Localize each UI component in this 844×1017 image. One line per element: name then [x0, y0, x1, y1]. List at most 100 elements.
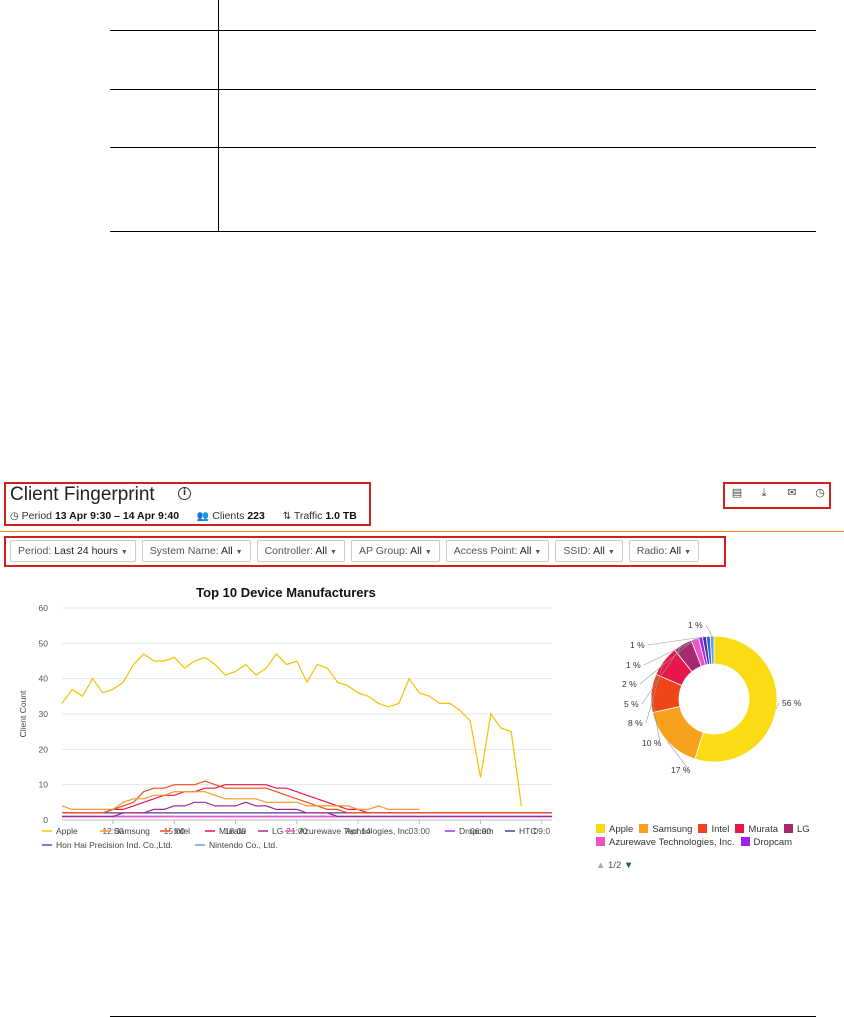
legend-swatch: [735, 824, 745, 833]
doc-table: [110, 0, 816, 232]
legend-label: Dropcam: [459, 826, 493, 836]
y-tick-label: 60: [39, 603, 49, 613]
summary-bar: ◷ Period 13 Apr 9:30 – 14 Apr 9:40 👥 Cli…: [10, 510, 357, 522]
donut-leader-line: [650, 693, 661, 744]
donut-leader-line: [705, 624, 713, 637]
legend-label: LG: [272, 826, 283, 836]
caret-down-icon: ▼: [684, 549, 692, 556]
legend-label: Murata: [748, 824, 778, 835]
filter-ap-group[interactable]: AP Group: All ▼: [350, 540, 440, 562]
legend-swatch: [596, 837, 605, 846]
donut-chart: 56 % 17 % 10 % 8 % 5 % 2 % 1 % 1 % 1 %: [622, 620, 802, 775]
pager-down-icon[interactable]: ▼: [623, 860, 634, 871]
filter-bar: Period: Last 24 hours ▼ System Name: All ▼…: [10, 540, 700, 562]
donut-leader-line: [639, 638, 696, 685]
doc-table-cell: [218, 89, 816, 148]
donut-data-label: 5 %: [624, 699, 639, 709]
doc-table-cell: [218, 30, 816, 90]
clock-icon[interactable]: ◷: [815, 486, 825, 499]
legend-label: Hon Hai Precision Ind. Co.,Ltd.: [56, 840, 173, 850]
legend-pager: ▲ 1/2 ▼: [596, 860, 633, 871]
line-chart: 0 10 20 30 40 50 60 Client Count 12:00 15:00 18:00…: [18, 603, 552, 850]
donut-slice-samsung: [651, 706, 704, 760]
traffic-value: 1.0 TB: [325, 510, 357, 522]
legend-label: Azurewave Technologies, Inc.: [609, 837, 735, 848]
chart-title: Top 10 Device Manufacturers: [196, 585, 376, 600]
x-tick-label: 18:00: [225, 826, 247, 836]
series-line-intel: [62, 780, 552, 814]
legend-item: Apple: [42, 826, 78, 836]
page-title: Client Fingerprint: [10, 484, 155, 505]
legend-label: Apple: [609, 824, 634, 835]
filter-system-name[interactable]: System Name: All ▼: [141, 540, 251, 562]
filter-highlight-box: [4, 536, 726, 567]
legend-label: Samsung: [114, 826, 150, 836]
y-axis-label: Client Count: [18, 690, 28, 737]
download-icon[interactable]: ⤓: [761, 486, 767, 499]
x-tick-label: 06:00: [470, 826, 492, 836]
x-tick-label: Apr 14: [346, 826, 371, 836]
filter-access-point[interactable]: Access Point: All ▼: [445, 540, 550, 562]
legend-label: HTC: [519, 826, 536, 836]
legend-swatch: [596, 824, 605, 833]
donut-legend-item[interactable]: Apple: [596, 823, 633, 836]
filter-controller[interactable]: Controller: All ▼: [256, 540, 345, 562]
legend-item: LG: [258, 826, 283, 836]
donut-legend-item[interactable]: Murata: [735, 823, 778, 836]
series-line-samsung: [61, 791, 420, 810]
legend-swatch: [784, 824, 793, 833]
legend-item: Dropcam: [445, 826, 493, 836]
legend-swatch: [639, 824, 649, 833]
header-highlight-box: [4, 482, 371, 526]
donut-leader-line: [647, 636, 705, 646]
screenshot-panel: Client Fingerprint i ◷ Period 13 Apr 9:3…: [0, 478, 844, 878]
legend-label: Intel: [174, 826, 190, 836]
filter-radio[interactable]: Radio: All ▼: [628, 540, 700, 562]
donut-data-label: 10 %: [642, 738, 662, 748]
donut-legend-item[interactable]: Dropcam: [740, 836, 793, 849]
document-icon[interactable]: ▤: [731, 486, 743, 499]
clients-label: Clients: [212, 510, 245, 522]
donut-legend-item[interactable]: LG: [784, 823, 810, 836]
legend-item: Hon Hai Precision Ind. Co.,Ltd.: [42, 840, 173, 850]
caret-down-icon: ▼: [120, 549, 128, 556]
legend-swatch: [740, 837, 750, 846]
donut-legend-item[interactable]: Azurewave Technologies, Inc.: [596, 836, 735, 849]
donut-data-label: 1 %: [626, 660, 641, 670]
donut-legend-item[interactable]: Samsung: [639, 823, 692, 836]
donut-legend-item[interactable]: Intel: [698, 823, 729, 836]
caret-down-icon: ▼: [330, 549, 337, 556]
filter-period[interactable]: Period: Last 24 hours ▼: [10, 540, 136, 562]
legend-item: Murata: [205, 826, 246, 836]
legend-label: Nintendo Co., Ltd.: [209, 840, 278, 850]
donut-legend: Apple Samsung Intel Murata LG Azurewave Techn…: [596, 823, 836, 849]
caret-down-icon: ▼: [424, 549, 432, 556]
legend-item: Nintendo Co., Ltd.: [195, 840, 278, 850]
caret-down-icon: ▼: [235, 549, 243, 556]
donut-data-label: 56 %: [782, 698, 802, 708]
doc-table-cell: [218, 0, 816, 31]
legend-label: LG: [797, 824, 810, 835]
donut-data-label: 1 %: [688, 620, 703, 630]
pager-up-icon[interactable]: ▲: [596, 860, 606, 871]
info-icon[interactable]: i: [178, 487, 191, 500]
legend-item: Intel: [160, 826, 190, 836]
doc-table-cell: [110, 30, 219, 90]
donut-data-label: 2 %: [622, 679, 637, 689]
header-divider: [0, 531, 844, 532]
traffic-icon: ⇅: [282, 511, 292, 522]
legend-label: Azurewave Technologies, Inc.: [299, 826, 411, 836]
clients-value: 223: [247, 510, 265, 522]
filter-ssid[interactable]: SSID: All ▼: [555, 540, 623, 562]
y-tick-label: 50: [39, 638, 49, 648]
donut-data-label: 8 %: [628, 718, 643, 728]
y-tick-label: 40: [39, 674, 49, 684]
users-icon: 👥: [196, 511, 210, 522]
email-icon[interactable]: ✉: [787, 486, 797, 499]
doc-table-cell: [110, 89, 219, 148]
series-line-lg: [62, 801, 552, 818]
legend-swatch: [698, 824, 708, 833]
period-value: 13 Apr 9:30 – 14 Apr 9:40: [54, 510, 180, 522]
legend-label: Dropcam: [753, 837, 793, 848]
period-label: Period: [21, 510, 53, 522]
